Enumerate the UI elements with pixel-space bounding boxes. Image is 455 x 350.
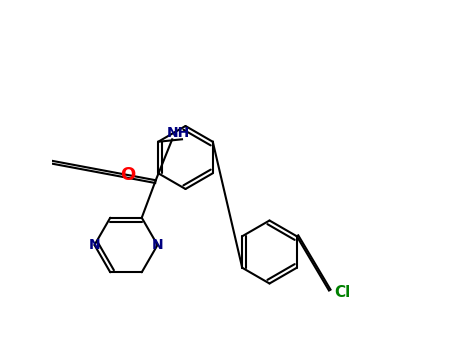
Text: Cl: Cl <box>334 285 350 300</box>
Text: O: O <box>120 166 136 184</box>
Text: N: N <box>89 238 100 252</box>
Text: N: N <box>152 238 163 252</box>
Text: NH: NH <box>167 126 190 140</box>
